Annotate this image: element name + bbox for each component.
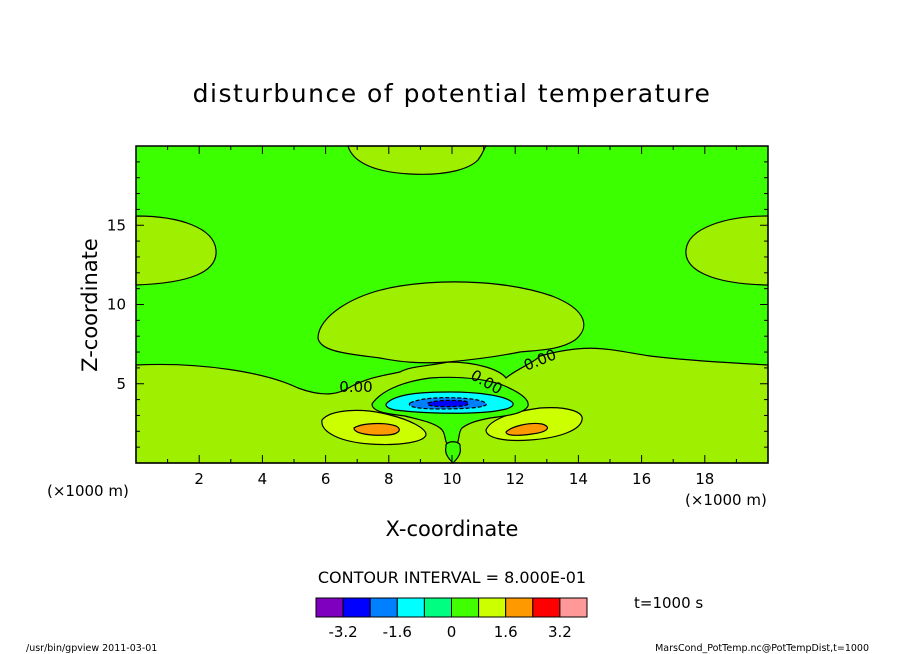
y-axis-label: Z-coordinate <box>78 238 102 372</box>
x-tick-label: 10 <box>442 470 461 488</box>
colorbar-tick-label: -3.2 <box>328 623 357 641</box>
z-tick-label: 15 <box>107 216 126 234</box>
colorbar-tick-label: -1.6 <box>383 623 412 641</box>
x-tick-label: 2 <box>194 470 204 488</box>
colorbar-tick-label: 1.6 <box>494 623 518 641</box>
colorbar-swatch <box>559 597 588 618</box>
colorbar-swatch <box>423 597 452 618</box>
colorbar <box>315 597 588 618</box>
footer-right: MarsCond_PotTemp.nc@PotTempDist,t=1000 <box>655 643 869 654</box>
z-unit-label: (×1000 m) <box>47 482 129 500</box>
colorbar-swatch <box>369 597 398 618</box>
chart-title: disturbunce of potential temperature <box>193 79 712 108</box>
x-tick-label: 12 <box>506 470 525 488</box>
central-dome-region <box>317 281 585 364</box>
x-tick-label: 4 <box>258 470 268 488</box>
colorbar-swatch <box>532 597 561 618</box>
colorbar-labels: -3.2 -1.6 0 1.6 3.2 <box>328 623 571 641</box>
left-lobe-region <box>135 215 217 286</box>
stalk-bubble <box>445 441 461 464</box>
colorbar-tick-label: 0 <box>447 623 457 641</box>
contour-interval: CONTOUR INTERVAL = 8.000E-01 <box>318 568 586 587</box>
right-lobe-region <box>685 215 769 286</box>
footer-left: /usr/bin/gpview 2011-03-01 <box>26 643 157 654</box>
tick-marks <box>136 146 768 463</box>
x-tick-label: 14 <box>569 470 588 488</box>
tick-labels: 2 4 6 8 10 12 14 16 18 5 10 15 <box>107 216 714 488</box>
x-unit-label: (×1000 m) <box>685 491 767 509</box>
z-tick-label: 5 <box>116 375 126 393</box>
colorbar-swatch <box>478 597 507 618</box>
time-label: t=1000 s <box>634 594 703 612</box>
colorbar-tick-label: 3.2 <box>548 623 572 641</box>
x-tick-label: 18 <box>695 470 714 488</box>
contour-label: 0.00 <box>339 378 372 396</box>
x-axis-label: X-coordinate <box>386 517 519 541</box>
cold-core-center <box>427 399 469 408</box>
colorbar-swatch <box>505 597 534 618</box>
colorbar-swatch <box>342 597 371 618</box>
colorbar-swatch <box>315 597 344 618</box>
x-tick-label: 16 <box>632 470 651 488</box>
x-tick-label: 8 <box>384 470 394 488</box>
x-tick-label: 6 <box>321 470 331 488</box>
z-tick-label: 10 <box>107 296 126 314</box>
colorbar-swatch <box>396 597 425 618</box>
colorbar-swatch <box>451 597 480 618</box>
right-hot-core <box>505 422 549 436</box>
left-hot-core <box>353 422 400 436</box>
